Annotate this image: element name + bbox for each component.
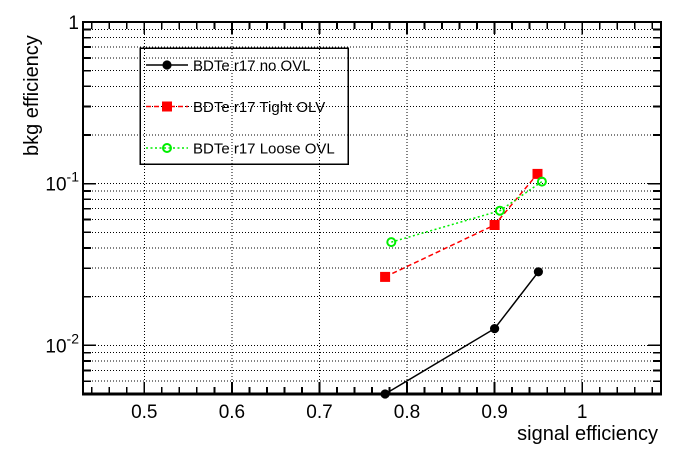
filled-circle-marker <box>533 267 544 277</box>
axes-frame-layer <box>82 21 662 396</box>
legend-entry-label: BDTe r17 Loose OVL <box>193 141 335 158</box>
open-circle-marker <box>536 176 547 187</box>
y-axis-title: bkg efficiency <box>21 35 43 156</box>
filled-square-marker <box>532 168 543 179</box>
series-line <box>384 271 539 395</box>
legend-box <box>139 47 349 165</box>
filled-square-marker <box>162 101 172 112</box>
filled-square-marker <box>380 271 391 282</box>
filled-circle-marker <box>162 60 172 70</box>
legend: BDTe r17 no OVL BDTe r17 Tight OLV BDTe r1… <box>139 47 349 165</box>
legend-entry: BDTe r17 Tight OLV <box>146 99 325 116</box>
x-tick-label: 0.5 <box>131 402 157 423</box>
legend-entry-label: BDTe r17 no OVL <box>193 58 311 75</box>
filled-square-marker <box>489 220 500 230</box>
open-circle-marker <box>494 205 505 216</box>
series-layer <box>380 168 547 399</box>
x-tick-label: 0.6 <box>219 402 245 423</box>
y-tick-label: 1 <box>68 13 79 34</box>
x-tick-label: 0.8 <box>394 402 420 423</box>
tick-layer <box>83 21 661 394</box>
open-circle-marker <box>386 237 397 248</box>
plot-frame <box>82 21 662 395</box>
grid-layer <box>83 22 661 394</box>
tick-label-layer: 0.5 0.6 0.7 0.8 0.9 1 1 10-1 10-2 <box>45 13 587 423</box>
filled-circle-marker <box>490 324 500 334</box>
y-tick-label: 10-2 <box>45 330 79 357</box>
x-axis-title: signal efficiency <box>517 423 658 445</box>
series-line <box>384 173 539 278</box>
x-tick-label: 0.9 <box>481 402 507 423</box>
series-line <box>391 180 543 243</box>
legend-entry-label: BDTe r17 Tight OLV <box>193 99 325 116</box>
legend-entry: BDTe r17 Loose OVL <box>146 141 335 158</box>
x-tick-label: 1 <box>577 402 588 423</box>
y-tick-label: 10-1 <box>45 169 79 196</box>
filled-circle-marker <box>380 389 390 399</box>
open-circle-marker <box>162 143 172 153</box>
legend-entry: BDTe r17 no OVL <box>146 58 311 75</box>
x-tick-label: 0.7 <box>306 402 332 423</box>
